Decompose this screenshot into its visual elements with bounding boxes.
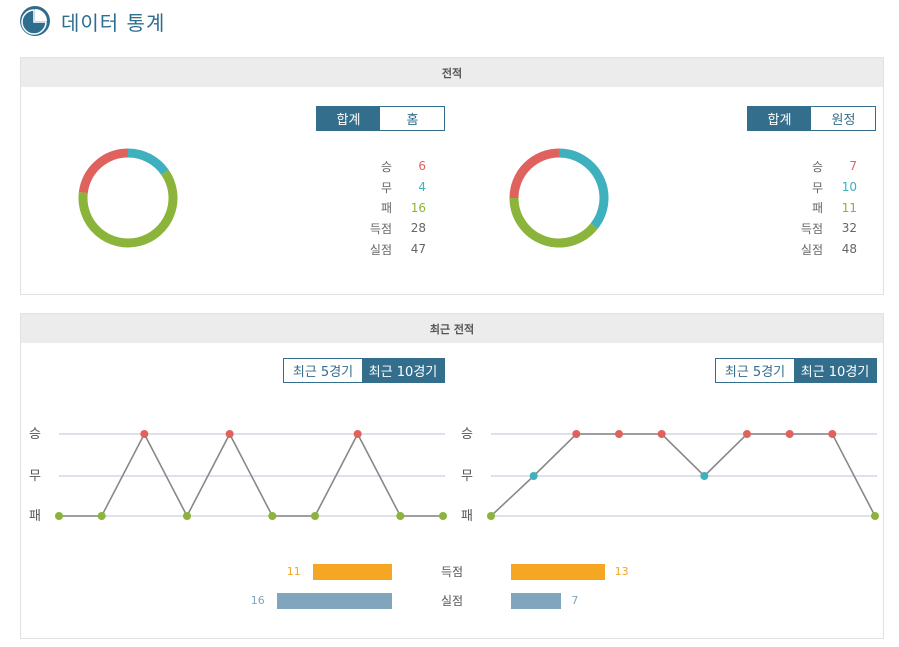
- y-axis-label: 무: [461, 469, 473, 484]
- stat-row-conceded: 실점 48: [800, 242, 857, 257]
- donut-segment-win: [78, 148, 129, 194]
- recent-panel-title: 최근 전적: [21, 314, 883, 343]
- record-panel-title: 전적: [21, 58, 883, 87]
- stat-row-scored: 득점 32: [800, 221, 857, 236]
- scored-label: 득점: [440, 565, 464, 579]
- form-point: [55, 512, 63, 520]
- form-point: [871, 512, 879, 520]
- left-conceded-bar: [276, 593, 392, 609]
- page-header: 데이터 통계: [19, 4, 165, 38]
- y-axis-label: 승: [29, 427, 41, 442]
- donut-segment-draw: [127, 148, 169, 176]
- tab-home[interactable]: 홈: [381, 107, 444, 130]
- tab-total-right[interactable]: 합계: [748, 107, 812, 130]
- form-point: [97, 512, 106, 520]
- form-line: [59, 432, 443, 518]
- right-conceded-value: 7: [571, 594, 579, 607]
- stat-value: 47: [410, 242, 426, 257]
- scored-bar-row: 11 득점 13: [21, 564, 885, 580]
- home-filter-toggle: 합계 홈: [316, 106, 445, 131]
- y-axis-label: 승: [461, 427, 473, 442]
- stat-row-conceded: 실점 47: [369, 242, 426, 257]
- right-conceded-bar: [511, 593, 562, 609]
- donut-segment-draw: [558, 148, 609, 229]
- tab-recent-5-left[interactable]: 최근 5경기: [284, 359, 362, 382]
- stat-value: 16: [410, 200, 426, 215]
- y-axis-label: 패: [461, 509, 473, 524]
- right-recent-toggle: 최근 5경기 최근 10경기: [715, 358, 877, 383]
- stat-value: 11: [841, 200, 857, 215]
- form-point: [268, 512, 277, 520]
- pie-chart-icon: [20, 6, 50, 36]
- stat-value: 7: [849, 159, 857, 174]
- right-scored-bar: [511, 564, 605, 580]
- form-point: [657, 430, 666, 438]
- left-conceded-value: 16: [250, 594, 265, 607]
- form-point: [225, 430, 234, 438]
- page-title: 데이터 통계: [61, 10, 166, 35]
- donut-segment-win: [509, 148, 560, 199]
- tab-recent-5-right[interactable]: 최근 5경기: [716, 359, 794, 382]
- form-point: [311, 512, 319, 520]
- left-form-chart: 승무패: [29, 427, 447, 524]
- form-point: [439, 512, 447, 520]
- left-scored-bar: [312, 564, 392, 580]
- stat-value: 48: [841, 242, 857, 257]
- form-point: [700, 472, 709, 480]
- donut-segment-loss: [509, 197, 598, 248]
- y-axis-label: 패: [29, 509, 41, 524]
- tab-recent-10-left[interactable]: 최근 10경기: [362, 359, 444, 382]
- stat-row-loss: 패 11: [811, 200, 857, 216]
- right-form-chart: 승무패: [461, 427, 879, 524]
- left-scored-value: 11: [286, 565, 301, 578]
- right-scored-value: 13: [614, 565, 629, 578]
- conceded-bar-row: 16 실점 7: [21, 593, 885, 609]
- form-point: [396, 512, 405, 520]
- right-record-donut: [509, 148, 609, 248]
- form-point: [828, 430, 837, 438]
- left-record-donut: [78, 148, 178, 248]
- form-line: [490, 433, 876, 517]
- tab-recent-10-right[interactable]: 최근 10경기: [794, 359, 876, 382]
- form-point: [743, 430, 751, 438]
- y-axis-label: 무: [29, 469, 41, 484]
- tab-total-left[interactable]: 합계: [317, 107, 381, 130]
- form-point: [140, 430, 149, 438]
- tab-away[interactable]: 원정: [812, 107, 875, 130]
- form-point: [615, 430, 623, 438]
- form-point: [529, 472, 538, 480]
- stat-value: 28: [410, 221, 426, 236]
- away-filter-toggle: 합계 원정: [747, 106, 876, 131]
- stat-row-loss: 패 16: [380, 200, 426, 216]
- form-point: [487, 512, 495, 520]
- conceded-label: 실점: [440, 594, 464, 608]
- donut-segment-loss: [78, 169, 178, 248]
- stat-value: 32: [841, 221, 857, 236]
- stat-value: 4: [418, 180, 426, 195]
- stat-value: 10: [841, 180, 857, 195]
- form-point: [353, 430, 362, 438]
- form-point: [572, 430, 581, 438]
- form-point: [785, 430, 794, 438]
- stat-value: 6: [418, 159, 426, 174]
- left-recent-toggle: 최근 5경기 최근 10경기: [283, 358, 445, 383]
- form-point: [183, 512, 191, 520]
- stat-row-scored: 득점 28: [369, 221, 426, 236]
- stat-row-draw: 무 10: [811, 180, 857, 195]
